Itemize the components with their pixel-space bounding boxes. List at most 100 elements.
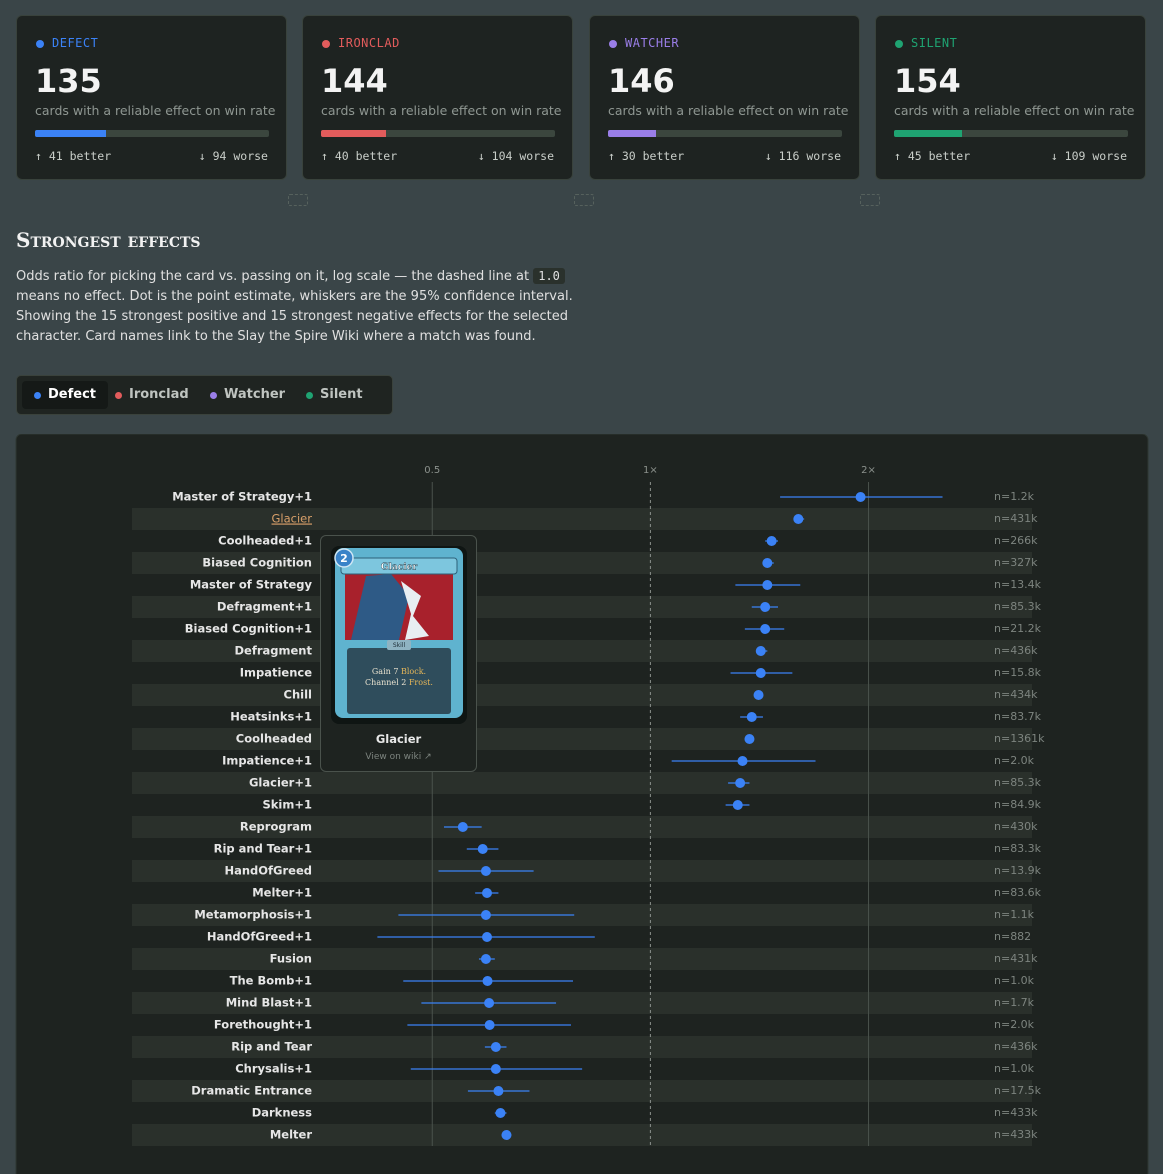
character-name: WATCHER [625, 36, 680, 50]
sample-size: n=2.0k [994, 1018, 1035, 1031]
row-band [132, 772, 1032, 794]
row-band [132, 1080, 1032, 1102]
sample-size: n=436k [994, 644, 1038, 657]
point-estimate [855, 492, 866, 502]
sample-size: n=434k [994, 688, 1038, 701]
card-name: Melter+1 [252, 886, 312, 900]
tab[interactable]: Ironclad [103, 381, 201, 409]
better-bar [321, 130, 386, 137]
better-label: ↑ 45 better [894, 149, 971, 163]
card-art: Glacier 2 Skill Gain 7 Block. Channel 2 Fros… [331, 546, 467, 724]
divider-icon [288, 194, 308, 206]
stat-card: DEFECT 135 cards with a reliable effect on… [16, 15, 287, 180]
character-name: IRONCLAD [338, 36, 400, 50]
tab[interactable]: Silent [294, 381, 375, 409]
sample-size: n=327k [994, 556, 1038, 569]
point-estimate [457, 822, 468, 832]
sample-size: n=1.7k [994, 996, 1035, 1009]
card-name: Rip and Tear [231, 1040, 312, 1054]
x-tick-label: 1× [643, 465, 658, 476]
ratio-track [35, 130, 269, 137]
point-estimate [501, 1130, 512, 1140]
card-name: HandOfGreed+1 [207, 930, 312, 944]
description-text: means no effect. Dot is the point estima… [16, 289, 573, 344]
wiki-link[interactable]: View on wiki ↗ [365, 752, 432, 762]
card-name: Heatsinks+1 [230, 710, 312, 724]
section-description: Odds ratio for picking the card vs. pass… [16, 266, 576, 347]
row-band [132, 860, 1032, 882]
worse-label: ↓ 109 worse [1050, 149, 1127, 163]
row-band [132, 992, 1032, 1014]
point-estimate [753, 690, 764, 700]
row-band [132, 1036, 1032, 1058]
sample-size: n=433k [994, 1106, 1038, 1119]
row-band [132, 1124, 1032, 1146]
status-dot [322, 40, 330, 48]
status-dot [895, 40, 903, 48]
worse-label: ↓ 104 worse [477, 149, 554, 163]
sample-size: n=83.6k [994, 886, 1042, 899]
point-estimate [495, 1108, 506, 1118]
card-name: Reprogram [240, 820, 312, 834]
card-name: Metamorphosis+1 [194, 908, 312, 922]
card-count: 154 [894, 62, 961, 100]
sample-size: n=433k [994, 1128, 1038, 1141]
card-name: Melter [270, 1128, 312, 1142]
tab-label: Defect [48, 387, 97, 402]
card-subtitle: cards with a reliable effect on win rate [608, 103, 849, 118]
chart: 0.5 1× 2× Master of Strategy+1 n=1.2k Glacier… [15, 434, 1149, 1174]
card-tooltip: Glacier 2 Skill Gain 7 Block. Channel 2 Fros… [320, 535, 477, 772]
tab[interactable]: Watcher [198, 381, 297, 409]
sample-size: n=85.3k [994, 600, 1042, 613]
sample-size: n=882 [994, 930, 1031, 943]
sample-size: n=2.0k [994, 754, 1035, 767]
card-name: Fusion [270, 952, 312, 966]
row-band [132, 948, 1032, 970]
card-name: Chill [284, 688, 312, 702]
point-estimate [481, 932, 492, 942]
sample-size: n=430k [994, 820, 1038, 833]
tab[interactable]: Defect [22, 381, 109, 409]
card-name: Defragment [235, 644, 313, 658]
point-estimate [481, 888, 492, 898]
tooltip-card-name: Glacier [375, 732, 422, 746]
type-banner [387, 640, 411, 650]
card-name: The Bomb+1 [230, 974, 312, 988]
stat-card: IRONCLAD 144 cards with a reliable effect … [302, 15, 573, 180]
better-bar [608, 130, 657, 137]
sample-size: n=13.4k [994, 578, 1042, 591]
row-band [132, 904, 1032, 926]
point-estimate [755, 646, 766, 656]
point-estimate [760, 602, 771, 612]
stat-card: WATCHER 146 cards with a reliable effect o… [589, 15, 860, 180]
better-bar [894, 130, 963, 137]
card-name: Glacier+1 [249, 776, 312, 790]
card-name: Master of Strategy+1 [172, 490, 312, 504]
keyword: Block. [401, 667, 426, 676]
point-estimate [480, 954, 491, 964]
keyword: Frost. [409, 678, 433, 687]
stat-card: SILENT 154 cards with a reliable effect on… [875, 15, 1146, 180]
point-estimate [484, 1020, 495, 1030]
card-name: Chrysalis+1 [235, 1062, 312, 1076]
card-cost: 2 [340, 552, 348, 565]
section-title: Strongest effects [16, 228, 201, 252]
tab-dot [34, 392, 41, 399]
point-estimate [735, 778, 746, 788]
row-band [132, 508, 1032, 530]
point-estimate [766, 536, 777, 546]
sample-size: n=17.5k [994, 1084, 1042, 1097]
better-label: ↑ 30 better [608, 149, 685, 163]
sample-size: n=436k [994, 1040, 1038, 1053]
sample-size: n=83.3k [994, 842, 1042, 855]
chart-panel [15, 434, 1149, 1174]
point-estimate [762, 558, 773, 568]
sample-size: n=84.9k [994, 798, 1042, 811]
card-count: 135 [35, 62, 102, 100]
point-estimate [482, 976, 493, 986]
card-name: Master of Strategy [190, 578, 313, 592]
sample-size: n=431k [994, 952, 1038, 965]
card-link[interactable]: Glacier [272, 512, 313, 526]
